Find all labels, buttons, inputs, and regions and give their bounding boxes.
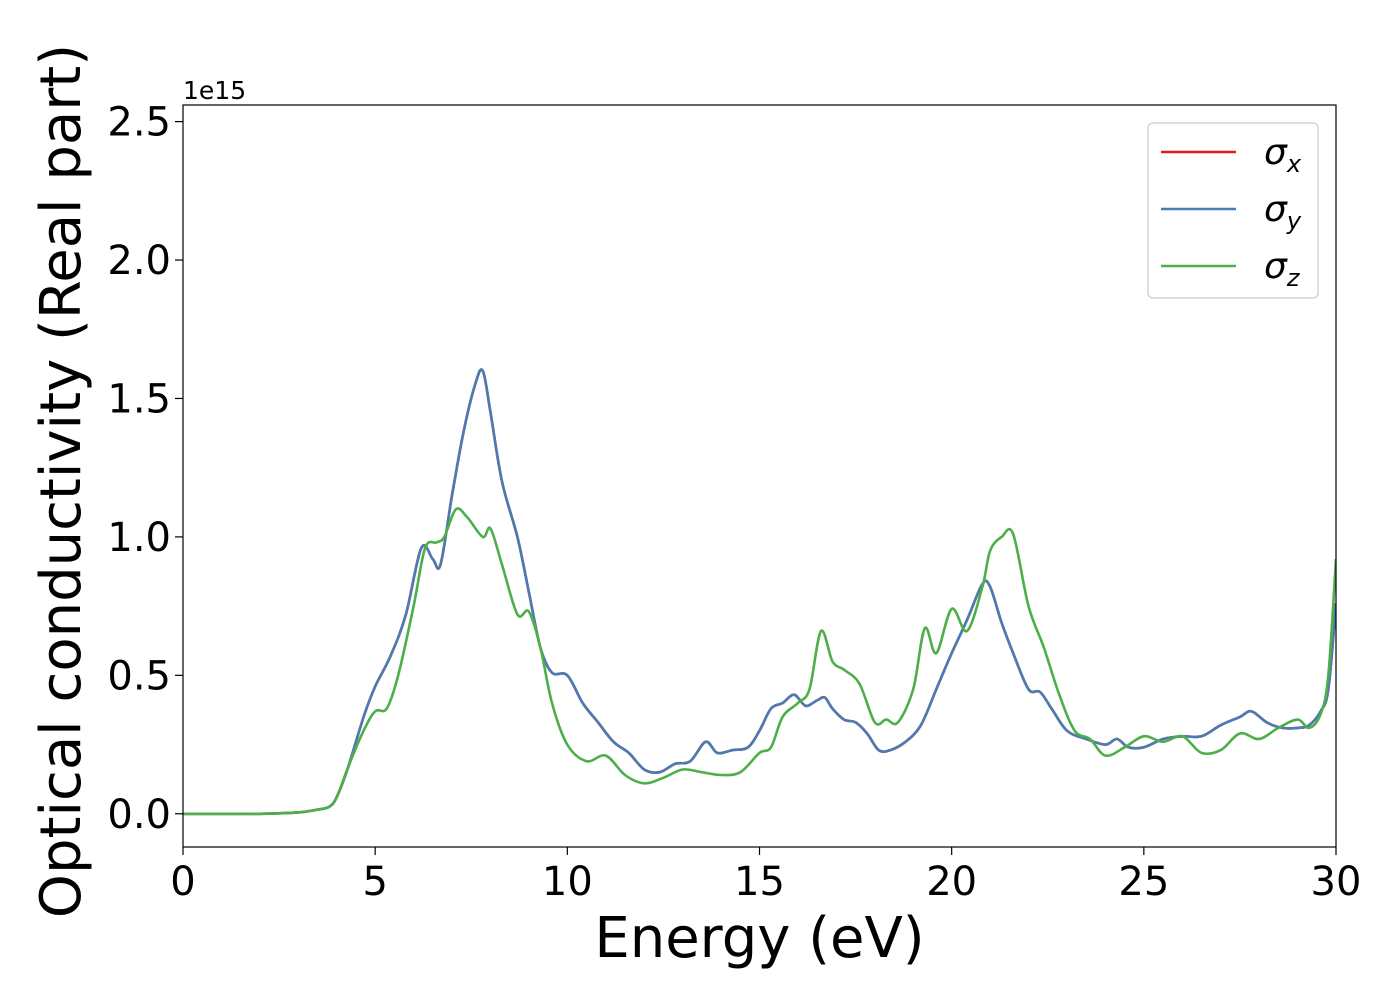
legend-box <box>1147 122 1319 299</box>
y-axis-title: Optical conductivity (Real part) <box>29 44 94 918</box>
y-tick-label: 0.5 <box>107 653 171 699</box>
series-line-z <box>183 507 1336 816</box>
x-axis-title: Energy (eV) <box>594 906 924 971</box>
x-tick-label: 30 <box>1311 859 1362 905</box>
y-axis: 0.0 0.5 1.0 1.5 2.0 2.5 <box>107 100 183 838</box>
legend: σx σy σz <box>1147 122 1319 299</box>
y-tick-label: 0.0 <box>107 792 171 838</box>
x-tick-label: 25 <box>1118 859 1169 905</box>
x-tick-label: 5 <box>362 859 387 905</box>
y-tick-label: 2.0 <box>107 238 171 284</box>
legend-label-x: σx <box>1264 132 1302 178</box>
y-tick-label: 2.5 <box>107 100 171 146</box>
x-tick-label: 0 <box>170 859 195 905</box>
plot-lines <box>183 368 1336 816</box>
legend-label-z: σz <box>1264 246 1301 292</box>
y-tick-label: 1.5 <box>107 376 171 422</box>
legend-label-y: σy <box>1264 189 1302 235</box>
series-line-y <box>183 368 1336 816</box>
x-tick-label: 10 <box>542 859 593 905</box>
x-axis: 0 5 10 15 20 25 30 <box>170 847 1361 905</box>
x-tick-label: 15 <box>734 859 785 905</box>
x-tick-label: 20 <box>926 859 977 905</box>
y-tick-label: 1.0 <box>107 515 171 561</box>
y-offset-label: 1e15 <box>183 76 246 105</box>
